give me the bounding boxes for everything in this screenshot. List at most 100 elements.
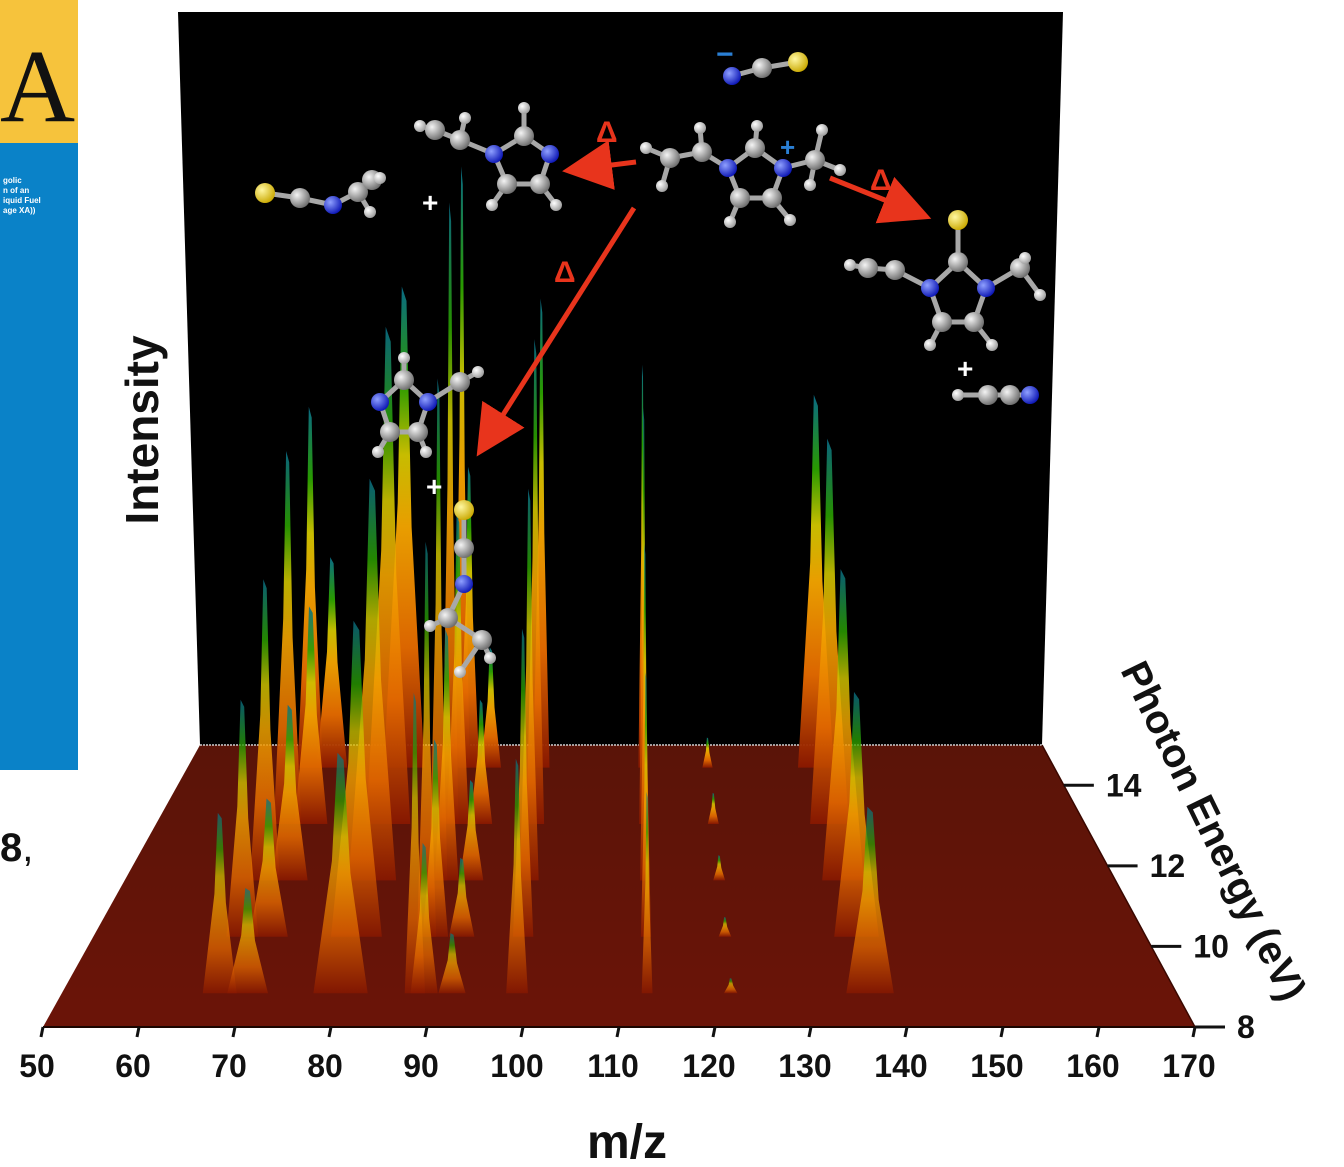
atom-H <box>414 120 426 132</box>
atom-H <box>816 124 828 136</box>
x-tick-mark <box>1191 1026 1197 1038</box>
z-tick-label: 8 <box>1237 1009 1255 1045</box>
peak-slice <box>313 752 368 994</box>
peak-slice <box>410 842 438 994</box>
peak-70 <box>227 557 348 994</box>
thiocyanate-anion <box>723 52 808 85</box>
peak-122 <box>702 737 738 994</box>
arrow-left <box>562 140 637 190</box>
atom-C <box>752 58 772 78</box>
ethyl-isothiocyanate-2 <box>424 500 496 678</box>
peak-slice <box>422 739 449 937</box>
x-tick-mark <box>711 1026 717 1038</box>
atom-H <box>472 366 484 378</box>
atom-H <box>420 446 432 458</box>
atom-H <box>694 122 706 134</box>
atom-H <box>518 102 530 114</box>
peak-slice <box>202 812 237 994</box>
atom-C <box>660 148 680 168</box>
peak-slice <box>707 792 719 824</box>
peak-slice <box>480 647 501 768</box>
atom-C <box>692 142 712 162</box>
atom-H <box>724 216 736 228</box>
x-tick-mark <box>231 1026 237 1038</box>
plus-sign-2: + <box>426 471 442 502</box>
x-axis-ticks: 50 60 70 80 90 100 110 120 130 140 150 160 170 <box>19 1026 1216 1084</box>
peak-slice <box>713 855 726 881</box>
delta-left: Δ <box>596 116 618 149</box>
ethyl-isothiocyanate <box>255 170 386 218</box>
peak-slice <box>250 579 280 881</box>
atom-N <box>324 196 342 214</box>
atom-H <box>398 352 410 364</box>
peak-slice <box>316 557 348 768</box>
atom-H <box>1019 252 1031 264</box>
atom-N <box>774 159 792 177</box>
atom-S <box>454 500 474 520</box>
x-tick-label: 140 <box>874 1048 927 1084</box>
peak-slice <box>294 606 328 824</box>
atom-H <box>834 164 846 176</box>
x-tick-label: 130 <box>778 1048 831 1084</box>
atom-C <box>438 608 458 628</box>
x-tick-label: 170 <box>1162 1048 1215 1084</box>
atom-H <box>372 446 384 458</box>
atom-H <box>1034 289 1046 301</box>
atom-S <box>788 52 808 72</box>
anion-charge: − <box>716 38 734 71</box>
atom-N <box>1021 386 1039 404</box>
cover-text: golic n of an iquid Fuel age XA)) <box>3 176 41 215</box>
text-fragment: 8, <box>0 826 33 871</box>
x-tick-mark <box>807 1026 813 1038</box>
atom-H <box>640 142 652 154</box>
x-tick-label: 150 <box>970 1048 1023 1084</box>
x-tick-label: 100 <box>490 1048 543 1084</box>
peak-99 <box>506 298 550 994</box>
atom-C <box>978 385 998 405</box>
x-tick-label: 90 <box>403 1048 439 1084</box>
atom-C <box>730 188 750 208</box>
atom-N <box>541 145 559 163</box>
atom-C <box>885 260 905 280</box>
y-axis-label: Intensity <box>116 335 168 525</box>
peak-slice <box>641 791 653 994</box>
x-tick-mark <box>423 1026 429 1038</box>
atom-H <box>751 120 763 132</box>
atom-H <box>550 199 562 211</box>
x-axis-label: m/z <box>587 1116 667 1167</box>
atom-C <box>745 138 765 158</box>
peak-slice <box>249 798 288 937</box>
x-tick-label: 60 <box>115 1048 151 1084</box>
x-tick-mark <box>999 1026 1005 1038</box>
atom-C <box>1000 385 1020 405</box>
peak-113 <box>638 364 653 994</box>
atom-N <box>485 145 503 163</box>
atom-N <box>371 393 389 411</box>
x-tick-label: 120 <box>682 1048 735 1084</box>
peak-slice <box>459 466 480 768</box>
peak-slice <box>723 978 738 994</box>
cover-bottom-band <box>0 143 78 770</box>
atom-H <box>484 652 496 664</box>
atom-C <box>514 126 534 146</box>
arrow-down <box>476 206 637 457</box>
methylimidazole <box>371 352 484 458</box>
atom-C <box>932 312 952 332</box>
x-tick-mark <box>1095 1026 1101 1038</box>
atom-C <box>530 174 550 194</box>
plus-sign-3: + <box>957 353 973 384</box>
atom-H <box>924 339 936 351</box>
peak-slice <box>506 758 528 994</box>
z-tick-label: 12 <box>1150 848 1186 884</box>
peak-slice <box>434 629 459 881</box>
plus-sign-1: + <box>422 187 438 218</box>
atom-C <box>408 422 428 442</box>
fragment-comma: , <box>22 826 34 870</box>
atom-C <box>805 150 825 170</box>
delta-down: Δ <box>554 256 576 289</box>
x-tick-mark <box>39 1026 45 1038</box>
peak-137 <box>798 394 894 994</box>
x-tick-mark <box>903 1026 909 1038</box>
z-tick-label: 14 <box>1106 767 1142 803</box>
cation-charge: + <box>780 132 795 162</box>
